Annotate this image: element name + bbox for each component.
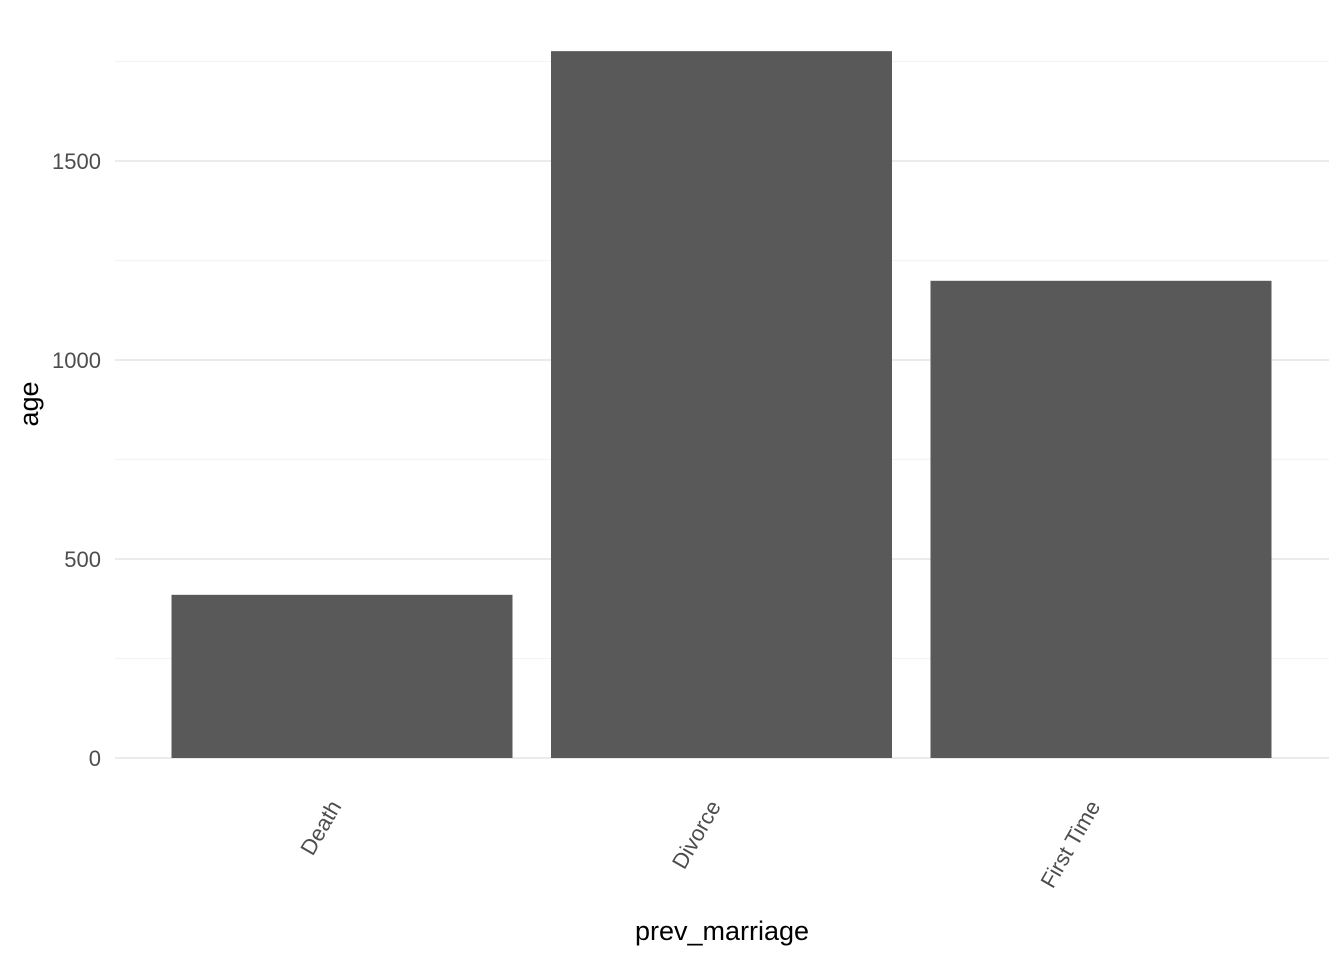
x-axis-ticks: Death Divorce First Time <box>295 796 1105 892</box>
x-axis-title: prev_marriage <box>635 916 809 946</box>
x-tick-label: Death <box>295 796 346 859</box>
bars <box>171 51 1272 759</box>
y-axis-ticks: 0 500 1000 1500 <box>52 149 101 771</box>
y-tick-label: 500 <box>64 547 101 572</box>
bar-first-time <box>930 280 1272 758</box>
y-tick-label: 1000 <box>52 348 101 373</box>
y-tick-label: 0 <box>89 746 101 771</box>
bar-death <box>171 594 513 758</box>
y-tick-label: 1500 <box>52 149 101 174</box>
y-axis-title: age <box>14 381 44 426</box>
x-tick-label: First Time <box>1035 796 1105 892</box>
x-tick-label: Divorce <box>667 796 726 873</box>
bar-divorce <box>551 51 892 759</box>
